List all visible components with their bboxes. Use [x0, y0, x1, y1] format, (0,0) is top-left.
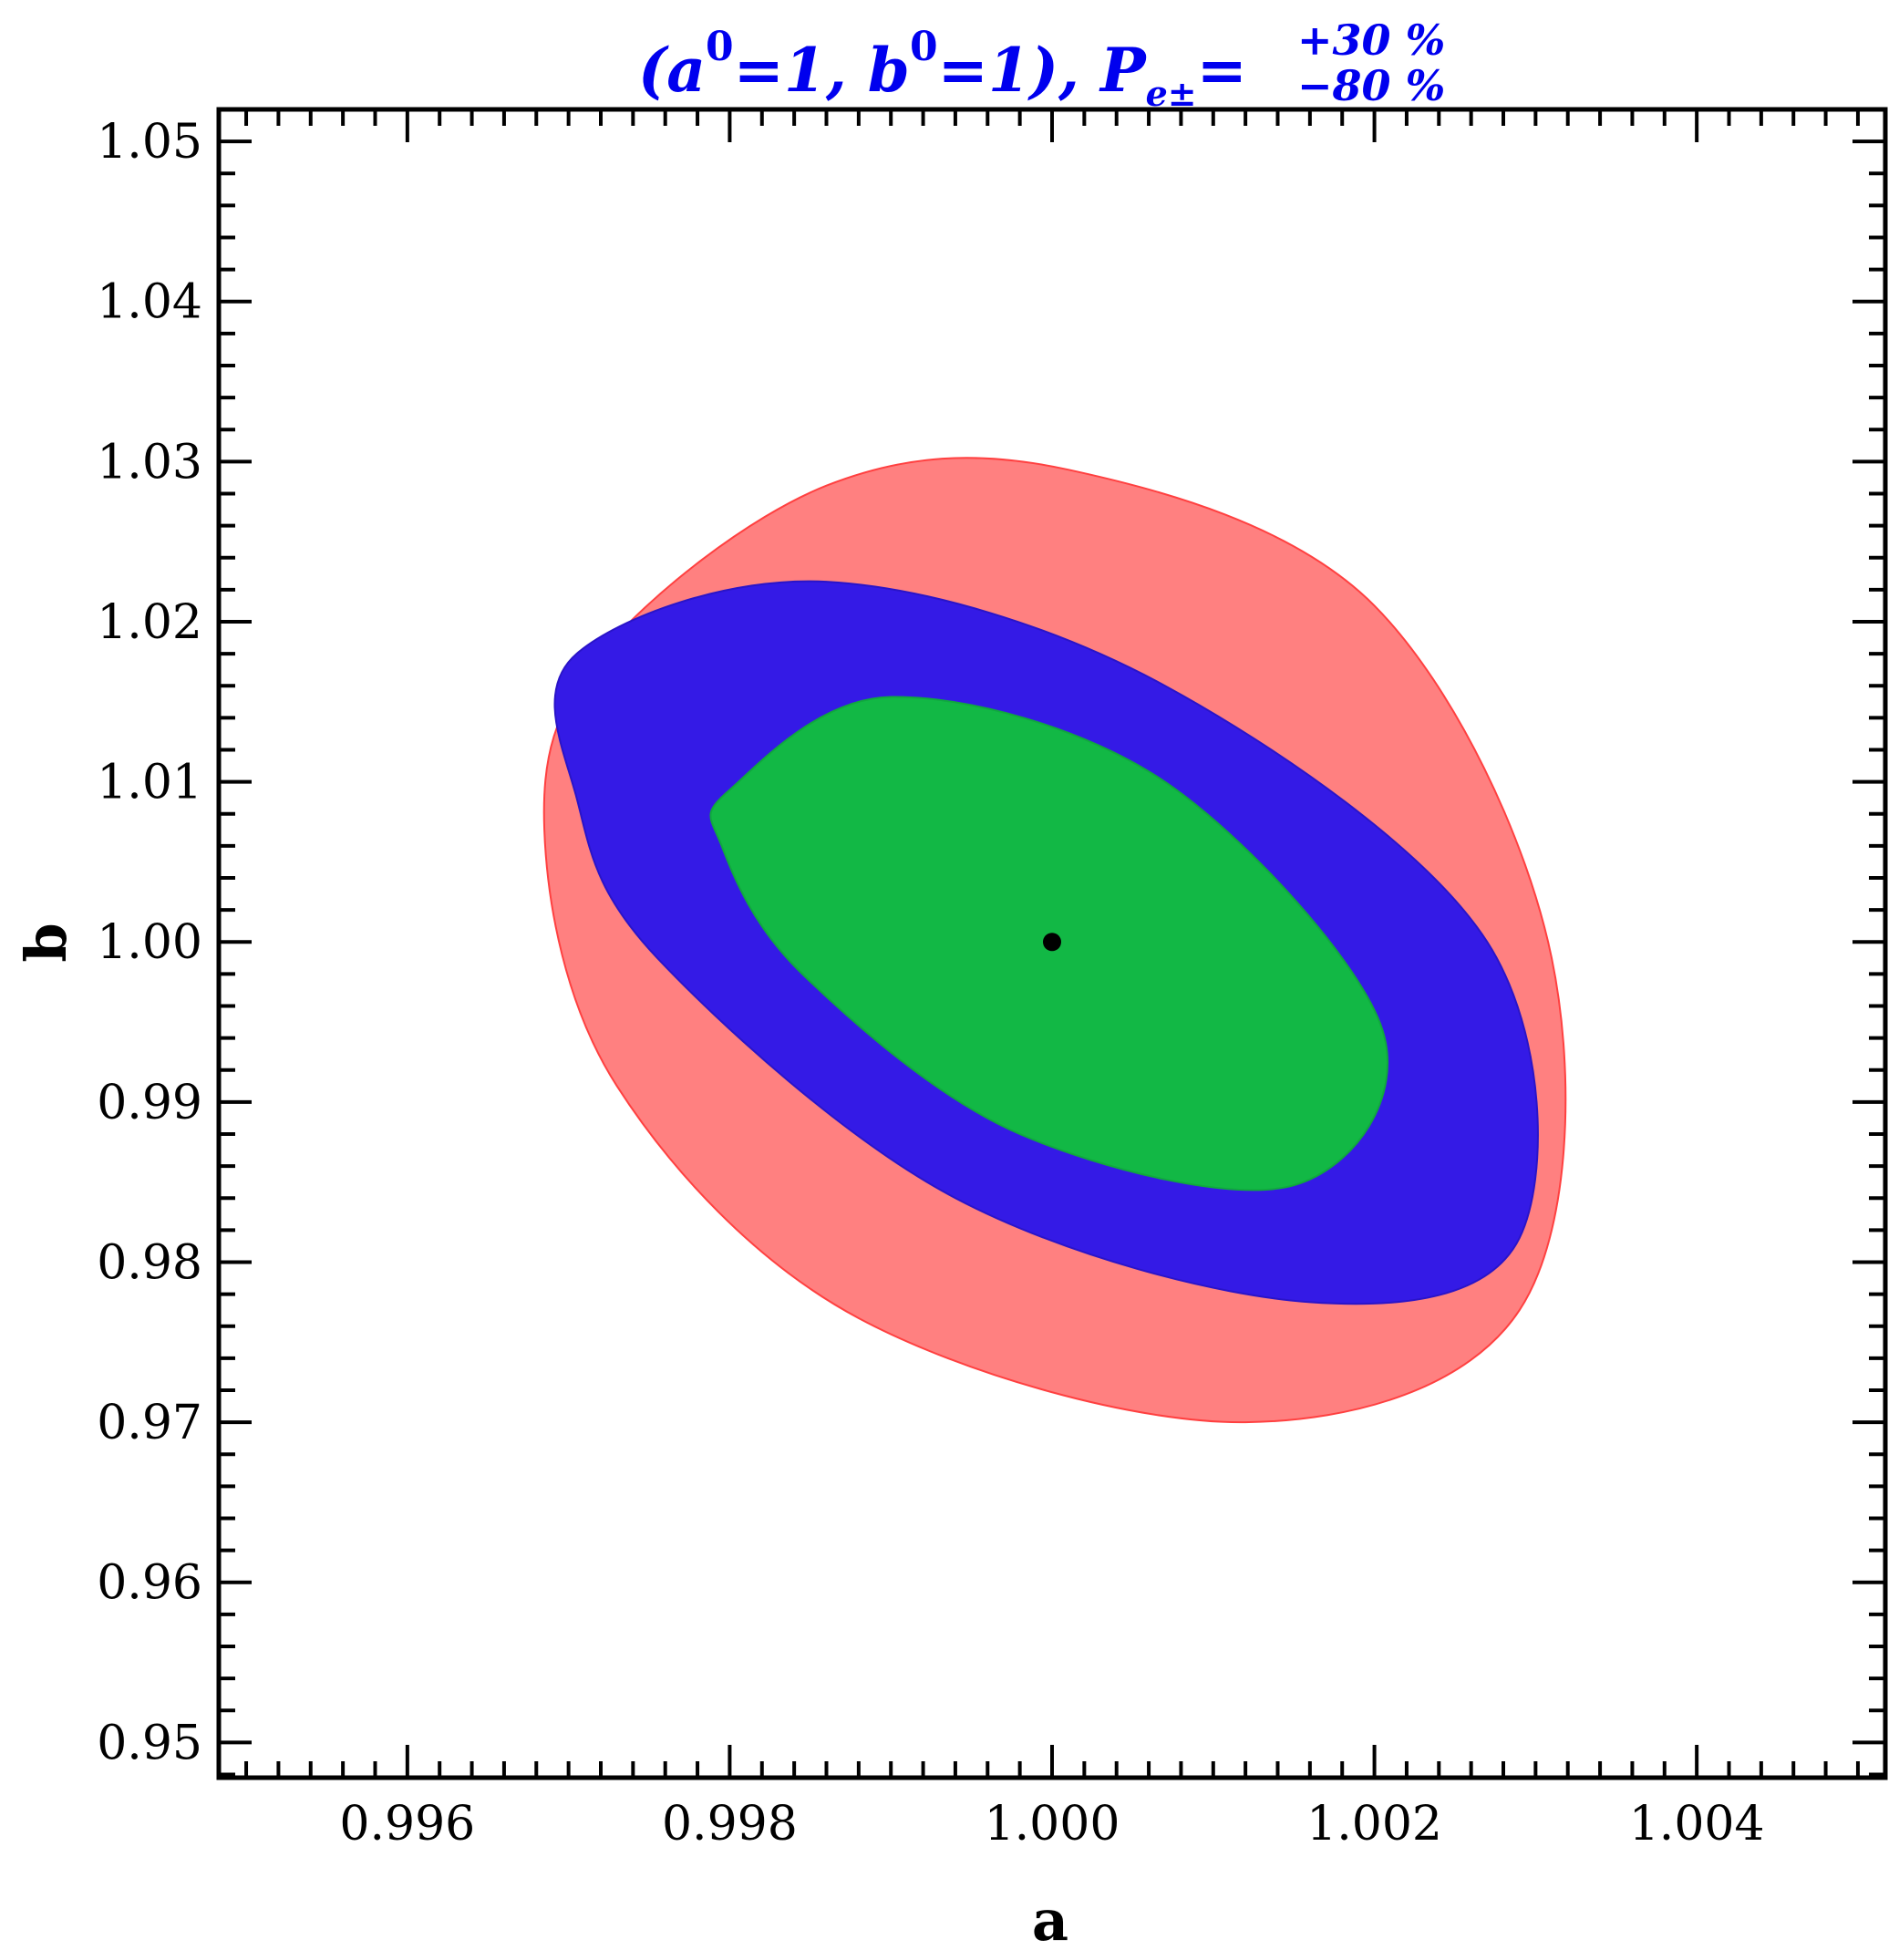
x-tick-label: 1.000: [985, 1797, 1120, 1852]
x-tick-labels: 0.996 0.998 1.000 1.002 1.004: [339, 1797, 1764, 1852]
data-points: [1043, 933, 1061, 952]
chart-title-text: (a0=1, b0=1), Pe±=: [638, 24, 1247, 114]
y-tick-label: 1.04: [97, 275, 202, 330]
y-tick-label: 1.01: [97, 756, 202, 810]
x-tick-label: 0.998: [662, 1797, 798, 1852]
y-tick-label: 1.02: [97, 595, 202, 650]
y-axis-label: b: [13, 923, 79, 962]
y-tick-label: 0.97: [97, 1396, 202, 1450]
y-tick-label: 1.05: [97, 115, 202, 170]
x-tick-label: 0.996: [339, 1797, 475, 1852]
x-axis-label: a: [1032, 1887, 1068, 1954]
y-tick-label: 0.99: [97, 1076, 202, 1130]
y-tick-label: 1.00: [97, 915, 202, 970]
title-upper-pol: +30 %: [1297, 15, 1445, 65]
y-tick-labels: 0.95 0.96 0.97 0.98 0.99 1.00 1.01 1.02 1.03 1.04…: [97, 115, 202, 1770]
y-tick-label: 0.96: [97, 1556, 202, 1611]
chart-title: (a0=1, b0=1), Pe±= +30 % −80 %: [638, 15, 1445, 114]
title-lower-pol: −80 %: [1297, 61, 1445, 110]
central-value-point: [1043, 933, 1061, 952]
y-tick-label: 0.95: [97, 1716, 202, 1770]
axis-ticks: [219, 108, 1885, 1778]
y-tick-label: 1.03: [97, 435, 202, 490]
x-tick-label: 1.004: [1629, 1797, 1765, 1852]
x-tick-label: 1.002: [1306, 1797, 1442, 1852]
y-tick-label: 0.98: [97, 1235, 202, 1290]
